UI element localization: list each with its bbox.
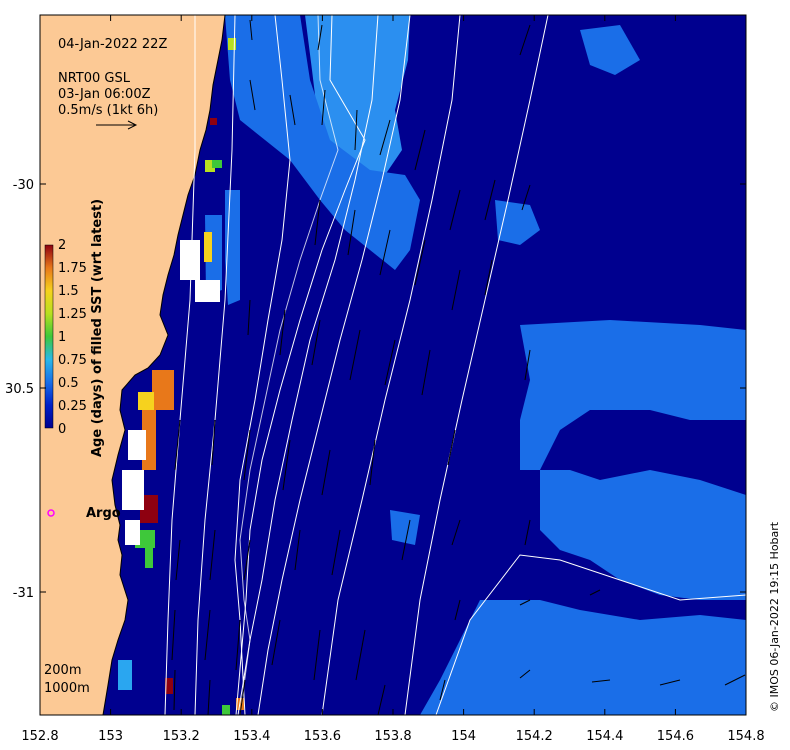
y-tick-label: -31 bbox=[13, 586, 34, 601]
current-vectors bbox=[96, 19, 746, 715]
colorbar-tick-2: 1.5 bbox=[58, 284, 79, 299]
x-tick-label: 153.6 bbox=[304, 729, 341, 744]
y-tick-label: -30 bbox=[13, 178, 34, 193]
colorbar: 2 1.75 1.5 1.25 1 0.75 0.5 0.25 0 Age (d… bbox=[44, 199, 105, 457]
x-tick-label: 154.2 bbox=[516, 729, 553, 744]
product-time: 03-Jan 06:00Z bbox=[58, 87, 151, 102]
colorbar-tick-4: 1 bbox=[58, 330, 66, 345]
isobath-label-1000m: 1000m bbox=[44, 681, 90, 696]
isobath-contours bbox=[164, 15, 746, 715]
x-tick-label: 153.2 bbox=[163, 729, 200, 744]
argo-marker bbox=[47, 509, 55, 517]
x-tick-label: 153 bbox=[98, 729, 123, 744]
colorbar-tick-6: 0.5 bbox=[58, 376, 79, 391]
land-area bbox=[40, 15, 226, 715]
colorbar-title: Age (days) of filled SST (wrt latest) bbox=[90, 199, 105, 457]
coastal-age-pixels bbox=[118, 38, 244, 715]
colorbar-tick-5: 0.75 bbox=[58, 353, 87, 368]
copyright-note: © IMOS 06-Jan-2022 19:15 Hobart bbox=[768, 521, 781, 712]
colorbar-tick-3: 1.25 bbox=[58, 307, 87, 322]
colorbar-tick-8: 0 bbox=[58, 422, 66, 437]
x-tick-label: 154 bbox=[451, 729, 476, 744]
colorbar-tick-1: 1.75 bbox=[58, 261, 87, 276]
map-title: 04-Jan-2022 22Z bbox=[58, 37, 167, 52]
argo-label: Argo bbox=[86, 506, 121, 521]
x-tick-label: 154.4 bbox=[586, 729, 623, 744]
y-tick-label: 30.5 bbox=[5, 382, 34, 397]
x-tick-label: 153.4 bbox=[233, 729, 270, 744]
x-tick-label: 153.8 bbox=[374, 729, 411, 744]
axis-ticks bbox=[39, 15, 747, 715]
sst-age-patches bbox=[205, 15, 746, 715]
colorbar-tick-7: 0.25 bbox=[58, 399, 87, 414]
scale-label: 0.5m/s (1kt 6h) bbox=[58, 103, 158, 118]
x-tick-label: 152.8 bbox=[21, 729, 58, 744]
product-label: NRT00 GSL bbox=[58, 71, 131, 86]
colorbar-gradient bbox=[44, 244, 54, 429]
x-tick-label: 154.8 bbox=[727, 729, 764, 744]
colorbar-tick-0: 2 bbox=[58, 238, 66, 253]
isobath-label-200m: 200m bbox=[44, 663, 81, 678]
x-tick-label: 154.6 bbox=[657, 729, 694, 744]
